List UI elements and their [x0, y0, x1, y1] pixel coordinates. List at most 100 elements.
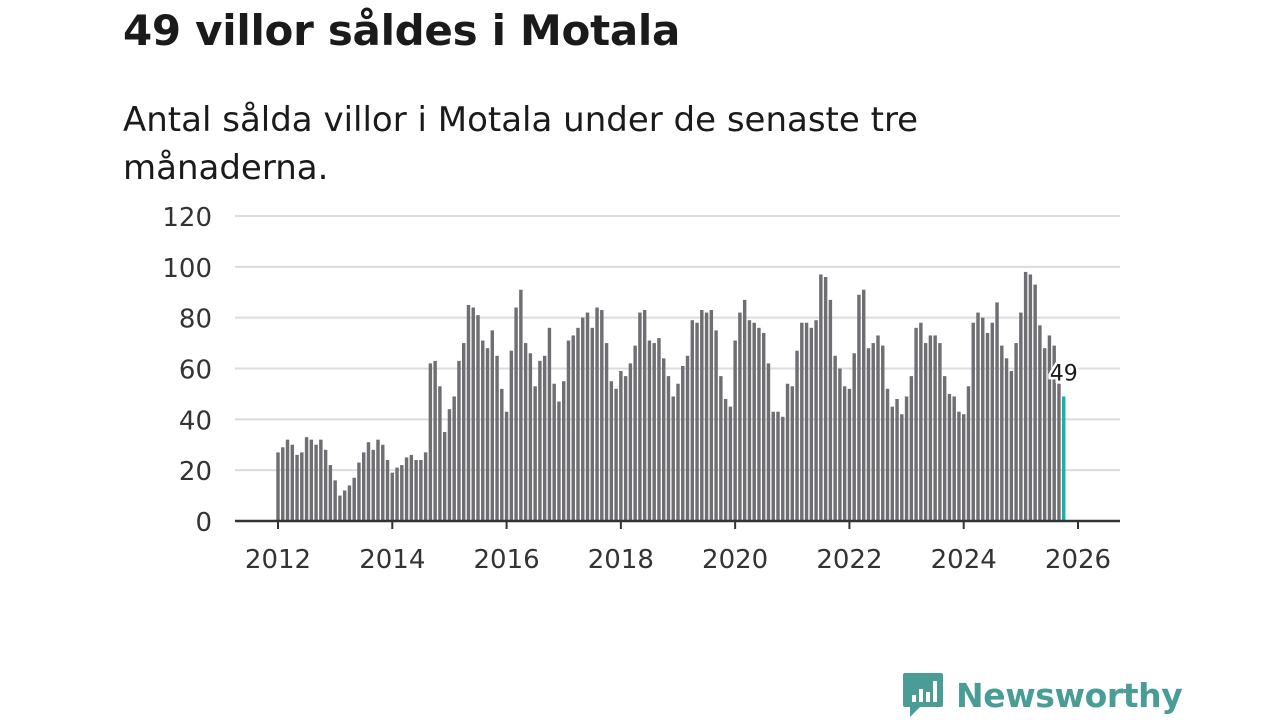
bar	[1019, 312, 1023, 521]
bar	[776, 411, 780, 521]
bar	[690, 320, 694, 521]
bar	[919, 322, 923, 521]
bar	[971, 322, 975, 521]
y-tick-label: 20	[179, 457, 212, 487]
bar	[423, 452, 428, 521]
newsworthy-logo: Newsworthy	[902, 670, 1183, 720]
bar	[304, 437, 309, 521]
bar	[976, 312, 980, 521]
bar	[1033, 284, 1037, 521]
bar	[504, 411, 509, 521]
bar	[557, 401, 561, 521]
x-tick-label: 2014	[359, 545, 425, 575]
bar	[852, 353, 856, 521]
bar	[747, 320, 752, 521]
bar	[566, 340, 571, 521]
bar	[847, 388, 852, 521]
x-tick-label: 2018	[588, 545, 654, 575]
bar	[981, 317, 985, 521]
bar	[509, 350, 514, 521]
bar	[709, 310, 714, 521]
bar	[657, 338, 661, 521]
bar	[1028, 274, 1033, 521]
bar	[761, 332, 766, 521]
bar	[404, 457, 409, 521]
bar	[842, 386, 847, 521]
bar	[552, 383, 556, 521]
bar	[652, 343, 656, 521]
bar	[700, 310, 704, 521]
bar	[519, 289, 523, 521]
bar	[609, 381, 614, 521]
bar	[933, 335, 937, 521]
bar	[576, 327, 580, 521]
bar	[928, 335, 933, 521]
bar	[419, 460, 423, 521]
bar	[390, 472, 394, 521]
bar	[533, 386, 537, 521]
annotations: 49	[1047, 359, 1080, 389]
bar	[638, 312, 642, 521]
bar	[414, 460, 418, 521]
bar	[342, 490, 347, 521]
brand-name: Newsworthy	[956, 675, 1183, 715]
bar	[738, 312, 742, 521]
bar	[385, 460, 390, 521]
bar	[476, 315, 480, 521]
bar	[447, 409, 452, 521]
bar	[619, 371, 623, 521]
bar	[1009, 371, 1014, 521]
bar	[990, 322, 994, 521]
bar	[400, 465, 404, 521]
bar	[942, 376, 947, 521]
bar	[642, 310, 647, 521]
bar	[771, 411, 775, 521]
y-tick-label: 0	[195, 508, 212, 538]
y-tick-label: 120	[162, 203, 212, 233]
bar	[633, 345, 637, 521]
bar	[371, 449, 375, 521]
bar	[333, 480, 337, 521]
bar	[838, 368, 842, 521]
chart-subtitle: Antal sålda villor i Motala under de sen…	[123, 100, 919, 188]
bar	[871, 343, 875, 521]
bar	[495, 355, 499, 521]
bar	[666, 376, 671, 521]
bar	[804, 322, 809, 521]
bar	[719, 376, 723, 521]
bar	[1057, 383, 1061, 521]
bar	[314, 444, 318, 521]
bar	[381, 444, 385, 521]
bar	[671, 396, 675, 521]
bar	[595, 307, 599, 521]
bar	[676, 383, 680, 521]
bar	[323, 449, 328, 521]
bar	[723, 399, 728, 521]
bars	[276, 271, 1066, 521]
bar	[790, 386, 794, 521]
bar	[366, 442, 371, 521]
bar	[947, 393, 952, 521]
x-tick-label: 2022	[816, 545, 882, 575]
bar	[881, 345, 885, 521]
bar	[347, 485, 352, 521]
bar	[600, 310, 604, 521]
bar-chart: 0 20 40 60 80 100 120 2012 2014 2016 2018 2020 2022…	[162, 203, 1120, 575]
bar	[357, 462, 361, 521]
bar	[338, 495, 342, 521]
bar	[547, 327, 552, 521]
y-axis-ticks: 0 20 40 60 80 100 120	[162, 203, 212, 538]
bar	[528, 353, 533, 521]
bar	[328, 465, 333, 521]
bar	[471, 307, 475, 521]
bar	[704, 312, 709, 521]
bar	[1052, 345, 1056, 521]
bar	[1023, 271, 1028, 521]
bar	[833, 355, 837, 521]
bar	[733, 340, 737, 521]
bar	[785, 383, 790, 521]
bar	[823, 277, 828, 521]
bar	[604, 343, 609, 521]
bar	[442, 432, 447, 521]
bar	[828, 299, 833, 521]
